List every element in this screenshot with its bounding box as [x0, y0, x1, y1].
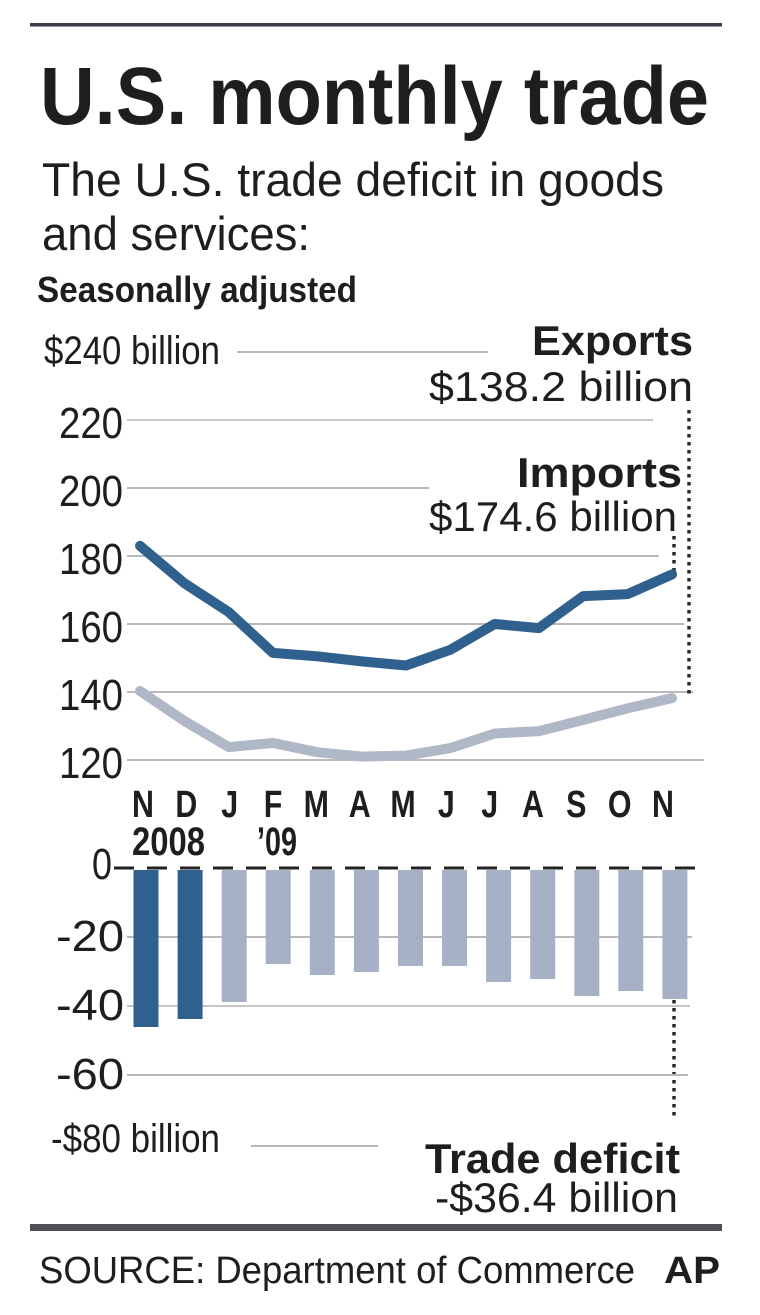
svg-text:Seasonally adjusted: Seasonally adjusted: [37, 269, 357, 310]
svg-text:N: N: [132, 784, 154, 826]
svg-text:D: D: [175, 784, 197, 826]
svg-text:120: 120: [59, 739, 123, 788]
svg-text:$138.2 billion: $138.2 billion: [429, 363, 693, 410]
svg-text:-40: -40: [56, 981, 124, 1030]
svg-text:180: 180: [59, 535, 123, 584]
svg-text:J: J: [481, 784, 498, 826]
svg-text:A: A: [522, 784, 544, 826]
svg-text:F: F: [264, 784, 283, 826]
svg-text:220: 220: [59, 399, 123, 448]
svg-text:and services:: and services:: [42, 207, 310, 260]
svg-text:140: 140: [59, 671, 123, 720]
svg-text:Imports: Imports: [517, 449, 682, 496]
svg-text:Exports: Exports: [532, 317, 693, 364]
svg-text:M: M: [390, 784, 415, 826]
svg-text:$174.6 billion: $174.6 billion: [429, 493, 677, 540]
svg-text:2008: 2008: [132, 820, 205, 864]
svg-text:N: N: [652, 784, 674, 826]
svg-text:-$80 billion: -$80 billion: [51, 1117, 220, 1161]
svg-text:SOURCE: Department of Commerce: SOURCE: Department of Commerce: [39, 1250, 635, 1292]
svg-text:-$36.4 billion: -$36.4 billion: [435, 1174, 678, 1221]
svg-text:O: O: [608, 784, 632, 826]
svg-text:J: J: [221, 784, 238, 826]
svg-text:M: M: [304, 784, 329, 826]
svg-text:Trade deficit: Trade deficit: [425, 1135, 680, 1182]
svg-text:$240 billion: $240 billion: [44, 329, 220, 373]
svg-text:’09: ’09: [257, 820, 297, 864]
svg-text:200: 200: [59, 467, 123, 516]
svg-text:The U.S. trade deficit in good: The U.S. trade deficit in goods: [42, 153, 664, 206]
svg-text:J: J: [438, 784, 455, 826]
svg-text:-60: -60: [56, 1050, 124, 1099]
svg-text:-20: -20: [56, 912, 124, 961]
svg-text:U.S. monthly trade: U.S. monthly trade: [40, 51, 709, 142]
svg-text:S: S: [566, 784, 586, 826]
svg-text:A: A: [349, 784, 371, 826]
svg-text:160: 160: [59, 603, 123, 652]
svg-text:0: 0: [92, 840, 112, 889]
svg-text:AP: AP: [664, 1250, 720, 1292]
